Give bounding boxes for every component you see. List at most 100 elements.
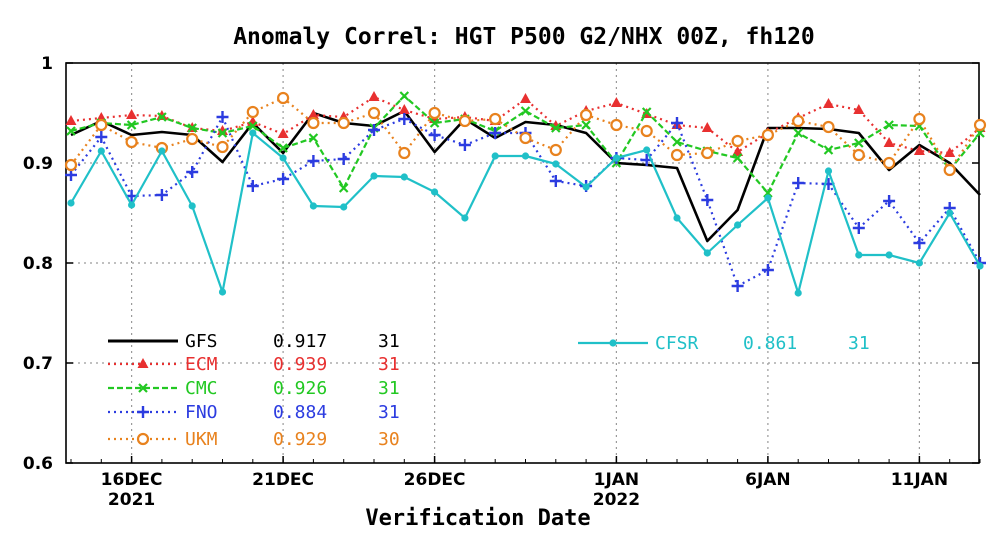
marker-plus	[337, 153, 350, 165]
marker-dot	[855, 251, 863, 259]
marker-circle	[519, 131, 532, 145]
marker-plus	[216, 111, 229, 123]
marker-cross	[126, 120, 137, 130]
marker-triangle	[65, 115, 77, 125]
y-tick-label: 0.9	[23, 154, 53, 174]
chart-title: Anomaly Correl: HGT P500 G2/NHX 00Z, fh1…	[233, 24, 815, 50]
x-tick-year-label: 2022	[593, 490, 640, 510]
y-tick-label: 0.7	[23, 354, 53, 374]
marker-circle	[136, 432, 150, 446]
marker-triangle	[368, 91, 380, 101]
marker-circle	[398, 146, 411, 160]
marker-triangle	[883, 137, 895, 147]
marker-dot	[279, 154, 287, 162]
legend-count: 31	[848, 333, 870, 354]
x-tick-label: 1JAN	[594, 470, 640, 490]
legend-name: FNO	[185, 402, 218, 423]
marker-plus	[428, 129, 441, 141]
series-cfsr	[67, 129, 984, 297]
x-tick-label: 26DEC	[404, 470, 466, 490]
legend-score: 0.861	[743, 333, 797, 354]
marker-circle	[731, 134, 744, 148]
marker-circle	[95, 118, 108, 132]
legend-item-fno: FNO 0.884 31	[108, 402, 400, 423]
marker-cross	[641, 107, 652, 117]
marker-dot	[552, 160, 560, 168]
marker-circle	[186, 132, 199, 146]
marker-circle	[428, 106, 441, 120]
marker-triangle	[137, 358, 149, 368]
legend-count: 30	[378, 429, 400, 450]
marker-circle	[670, 148, 684, 162]
marker-plus	[458, 139, 471, 151]
marker-dot	[976, 262, 984, 270]
legend-name: UKM	[185, 429, 218, 450]
y-tick-label: 0.8	[23, 254, 53, 274]
y-tick-label: 0.6	[23, 454, 53, 474]
x-tick-label: 11JAN	[891, 470, 948, 490]
marker-dot	[915, 259, 924, 267]
y-axis-ticks: 0.6 0.7 0.8 0.9 1	[23, 54, 979, 474]
marker-cross	[248, 121, 258, 131]
legend-count: 31	[378, 402, 400, 423]
marker-circle	[125, 135, 138, 149]
legend-count: 31	[378, 378, 400, 399]
marker-plus	[883, 195, 896, 207]
marker-cross	[217, 128, 228, 138]
series-ukm	[64, 91, 987, 177]
marker-circle	[943, 163, 956, 177]
marker-circle	[852, 148, 865, 162]
marker-triangle	[610, 97, 622, 107]
marker-dot	[673, 214, 681, 222]
marker-triangle	[520, 93, 531, 103]
marker-cross	[338, 183, 349, 193]
marker-plus	[186, 166, 199, 178]
legend-item-gfs: GFS 0.917 31	[108, 331, 400, 352]
marker-plus	[792, 177, 805, 189]
marker-circle	[640, 124, 653, 138]
marker-cross	[187, 123, 197, 133]
legend-score: 0.926	[273, 378, 327, 399]
marker-cross	[551, 123, 561, 133]
marker-plus	[368, 124, 380, 136]
marker-circle	[549, 143, 562, 157]
marker-circle	[822, 120, 835, 134]
marker-dot	[794, 289, 802, 297]
marker-cross	[672, 137, 682, 147]
marker-dot	[400, 173, 408, 181]
marker-dot	[461, 214, 469, 222]
marker-triangle	[732, 146, 744, 156]
marker-triangle	[853, 104, 865, 114]
marker-circle	[761, 128, 775, 142]
marker-triangle	[277, 128, 289, 138]
marker-cross	[520, 106, 531, 116]
legend-name: GFS	[185, 331, 218, 352]
marker-triangle	[126, 109, 138, 119]
marker-cross	[429, 118, 440, 128]
marker-dot	[340, 203, 348, 211]
marker-dot	[734, 221, 742, 229]
marker-circle	[277, 91, 290, 105]
marker-circle	[792, 114, 805, 128]
marker-dot	[370, 172, 378, 180]
marker-circle	[489, 112, 502, 126]
marker-cross	[278, 143, 288, 153]
marker-circle	[973, 118, 987, 132]
marker-cross	[66, 126, 76, 136]
marker-circle	[307, 116, 320, 130]
marker-plus	[95, 131, 108, 143]
marker-cross	[884, 120, 894, 130]
marker-circle	[610, 118, 623, 132]
marker-dot	[188, 202, 196, 210]
marker-plus	[913, 237, 926, 249]
x-tick-label: 6JAN	[745, 470, 791, 490]
marker-dot	[97, 147, 105, 155]
marker-dot	[431, 188, 439, 196]
legend-score: 0.884	[273, 402, 327, 423]
marker-plus	[307, 155, 320, 167]
marker-circle	[337, 116, 350, 130]
marker-plus	[761, 264, 774, 276]
marker-plus	[489, 127, 502, 139]
marker-circle	[701, 146, 714, 160]
marker-cross	[308, 133, 319, 143]
